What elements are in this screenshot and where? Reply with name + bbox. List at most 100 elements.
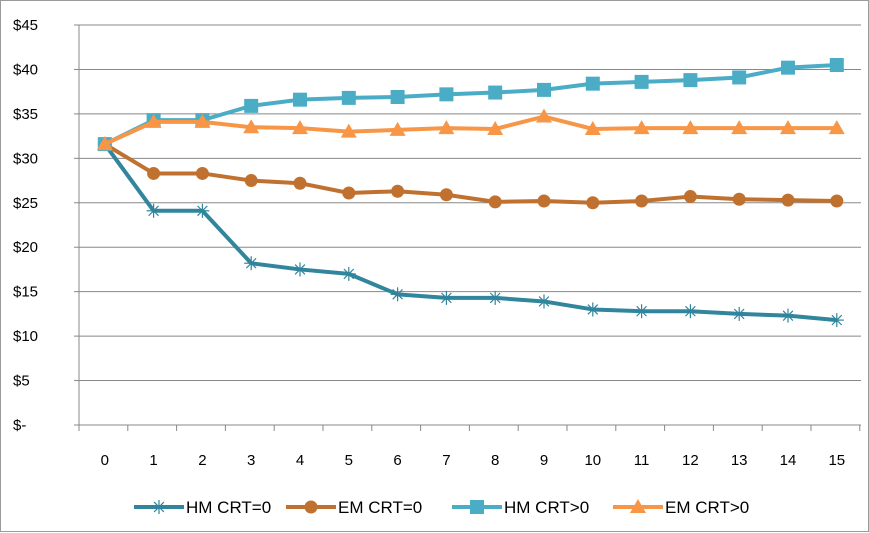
y-tick-label: $40 (13, 61, 38, 78)
data-point (293, 262, 307, 277)
y-tick-label: $20 (13, 239, 38, 256)
data-point (390, 90, 405, 104)
data-point (537, 82, 551, 97)
data-point (828, 120, 845, 135)
y-tick-label: $30 (13, 150, 38, 167)
data-point (633, 120, 650, 135)
legend-label: HM CRT>0 (504, 498, 589, 517)
data-point (830, 194, 844, 208)
data-point (488, 195, 502, 209)
data-point (829, 58, 844, 72)
data-point (682, 120, 699, 135)
x-tick-label: 1 (149, 452, 157, 469)
data-point (536, 108, 552, 123)
data-point (780, 120, 796, 135)
series-line (103, 63, 837, 146)
series-group (96, 58, 845, 328)
data-point (194, 113, 211, 128)
x-tick-label: 9 (540, 452, 548, 469)
data-point (293, 92, 307, 107)
data-point (145, 113, 162, 128)
legend-item: EM CRT=0 (286, 498, 422, 517)
series-em-crt-0 (98, 137, 844, 210)
data-point (342, 186, 356, 200)
series-hm-crt-0 (97, 58, 844, 152)
data-point (585, 76, 600, 91)
data-point (438, 120, 455, 135)
series-line (103, 142, 837, 323)
data-point (488, 290, 503, 305)
data-point (683, 304, 698, 319)
data-point (731, 120, 748, 135)
x-tick-label: 3 (247, 452, 255, 469)
legend-label: EM CRT=0 (338, 498, 422, 517)
data-point (487, 121, 504, 135)
y-tick-label: $25 (13, 195, 38, 212)
data-point (634, 304, 649, 319)
y-tick-label: $- (13, 417, 26, 434)
x-tick-label: 7 (442, 452, 450, 469)
data-point (584, 121, 601, 135)
data-point (96, 136, 113, 151)
data-point (634, 74, 649, 89)
data-point (537, 194, 551, 208)
data-point (341, 90, 356, 105)
x-tick-label: 4 (296, 452, 304, 469)
data-point (244, 256, 259, 271)
x-tick-label: 2 (198, 452, 206, 469)
data-point (781, 193, 795, 207)
legend-item: EM CRT>0 (613, 498, 749, 517)
data-point (293, 176, 307, 190)
data-point (732, 70, 747, 85)
legend-swatch-marker (630, 499, 646, 513)
axes (74, 24, 861, 431)
data-point (635, 194, 649, 208)
data-point (683, 73, 698, 88)
data-point (537, 294, 551, 309)
data-point (781, 60, 795, 75)
data-point (244, 98, 259, 113)
x-tick-labels: 0 1 2 3 4 5 6 7 8 9 10 11 12 13 14 15 (101, 452, 846, 469)
data-point (340, 123, 357, 138)
data-point (341, 266, 356, 281)
series-line (103, 142, 837, 205)
data-point (439, 87, 454, 102)
data-point (586, 196, 600, 210)
data-point (781, 308, 795, 323)
legend-label: HM CRT=0 (186, 498, 271, 517)
y-tick-label: $15 (13, 284, 38, 301)
legend-swatch-marker (152, 500, 166, 514)
y-tick-label: $10 (13, 328, 38, 345)
legend-item: HM CRT=0 (134, 498, 271, 517)
data-point (292, 120, 308, 135)
data-point (439, 188, 453, 202)
legend-swatch-marker (470, 500, 484, 514)
data-point (585, 302, 600, 317)
y-tick-label: $35 (13, 106, 38, 123)
data-point (195, 203, 210, 218)
data-point (391, 184, 405, 198)
data-point (439, 290, 454, 305)
x-tick-label: 15 (828, 452, 845, 469)
series-hm-crt-0 (97, 137, 844, 328)
legend-label: EM CRT>0 (665, 498, 749, 517)
x-tick-label: 12 (682, 452, 699, 469)
data-point (683, 190, 697, 204)
data-point (732, 306, 747, 321)
legend: HM CRT=0 EM CRT=0 HM CRT>0 EM CRT>0 (134, 498, 749, 517)
x-tick-label: 10 (584, 452, 601, 469)
x-tick-label: 0 (101, 452, 109, 469)
x-tick-label: 6 (393, 452, 401, 469)
series-line (103, 114, 837, 146)
x-tick-label: 8 (491, 452, 499, 469)
series-em-crt-0 (96, 108, 845, 151)
y-tick-label: $45 (13, 17, 38, 34)
data-point (829, 313, 844, 328)
legend-item: HM CRT>0 (452, 498, 589, 517)
x-tick-label: 13 (731, 452, 748, 469)
data-point (488, 85, 503, 100)
data-point (732, 192, 746, 206)
data-point (243, 119, 260, 134)
